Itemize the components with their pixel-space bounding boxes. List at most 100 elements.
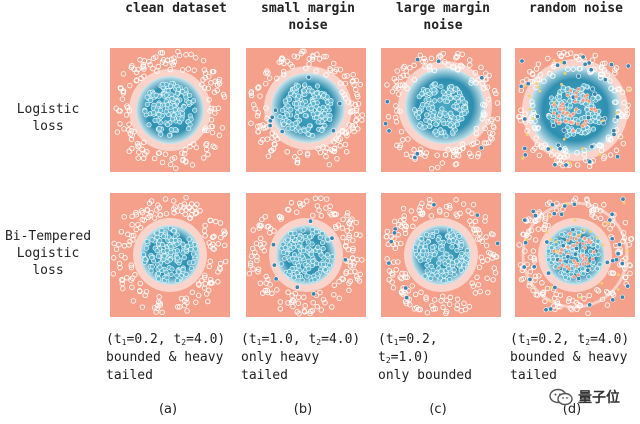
data-point-inner	[180, 267, 186, 273]
data-point-outer	[394, 68, 400, 74]
noisy-point	[566, 202, 570, 206]
data-point-outer	[470, 201, 477, 208]
data-point-inner	[301, 127, 307, 134]
data-point-outer	[212, 78, 219, 85]
data-point-inner	[301, 88, 307, 94]
noisy-point	[559, 247, 564, 252]
data-point-outer	[337, 66, 344, 73]
noisy-point	[575, 121, 580, 126]
data-point-outer	[215, 105, 222, 111]
data-point-outer	[420, 58, 426, 65]
data-point-outer	[208, 117, 215, 123]
data-point-inner	[426, 97, 432, 103]
data-point-inner	[463, 255, 469, 261]
data-point-outer	[349, 123, 355, 129]
data-point-outer	[295, 300, 302, 306]
data-point-outer	[341, 92, 348, 98]
data-point-inner	[595, 238, 601, 244]
data-point-inner	[179, 110, 186, 116]
data-point-outer	[120, 90, 127, 96]
data-point-outer	[532, 125, 539, 132]
noisy-point	[571, 243, 576, 248]
data-point-outer	[292, 154, 298, 160]
data-point-outer	[599, 60, 606, 67]
data-point-outer	[478, 64, 484, 71]
data-point-outer	[193, 144, 200, 151]
noisy-point	[556, 121, 561, 126]
data-point-outer	[522, 248, 528, 254]
data-point-outer	[544, 285, 551, 292]
data-point-outer	[321, 53, 327, 60]
caption-c-params-line1: (t1=0.2,	[378, 332, 438, 347]
data-point-outer	[393, 78, 399, 85]
data-point-outer	[350, 108, 356, 114]
data-point-inner	[315, 244, 321, 250]
data-point-inner	[441, 278, 447, 284]
data-point-outer	[603, 288, 610, 295]
noisy-point	[565, 238, 571, 243]
data-point-outer	[390, 259, 397, 265]
data-point-outer	[254, 123, 261, 130]
data-point-outer	[322, 148, 329, 154]
data-point-outer	[577, 302, 584, 309]
data-point-outer	[186, 204, 192, 210]
data-point-inner	[319, 231, 325, 237]
data-point-outer	[354, 94, 361, 100]
data-point-outer	[479, 116, 486, 122]
data-point-outer	[518, 107, 524, 113]
data-point-outer	[355, 126, 361, 132]
data-point-outer	[398, 240, 404, 247]
noisy-point	[531, 117, 535, 120]
noisy-point	[615, 251, 621, 257]
data-point-inner	[165, 102, 171, 108]
noisy-point	[479, 75, 485, 81]
data-point-outer	[389, 88, 396, 95]
data-point-outer	[605, 136, 612, 143]
data-point-inner	[305, 245, 311, 251]
noisy-point	[574, 90, 579, 95]
data-point-outer	[472, 290, 479, 296]
data-point-outer	[134, 140, 141, 147]
watermark-text: 量子位	[578, 390, 620, 406]
data-point-outer	[129, 284, 135, 290]
data-point-outer	[535, 226, 542, 232]
data-point-outer	[454, 305, 460, 312]
data-point-outer	[422, 153, 428, 159]
scatter-plot	[110, 48, 230, 172]
data-point-outer	[276, 59, 282, 65]
data-point-outer	[208, 123, 215, 130]
data-point-inner	[426, 105, 432, 112]
data-point-outer	[532, 273, 539, 279]
data-point-outer	[208, 105, 215, 112]
data-point-outer	[342, 141, 349, 148]
data-point-inner	[416, 254, 422, 260]
data-point-outer	[473, 130, 480, 137]
noisy-point	[609, 62, 615, 68]
data-point-inner	[277, 114, 283, 120]
data-point-outer	[159, 309, 165, 316]
data-point-outer	[117, 108, 123, 114]
data-point-inner	[305, 126, 311, 132]
scatter-plot	[515, 48, 635, 172]
caption-c-params-line2: t2=1.0)	[378, 350, 430, 365]
data-point-outer	[528, 227, 535, 234]
data-point-inner	[587, 248, 594, 254]
data-point-outer	[139, 146, 145, 153]
data-point-outer	[563, 148, 569, 154]
data-point-outer	[402, 226, 408, 233]
panel-bitempered-random	[515, 193, 635, 317]
data-point-inner	[174, 277, 180, 284]
data-point-outer	[170, 198, 177, 204]
noisy-point	[576, 73, 582, 79]
data-point-inner	[158, 131, 164, 137]
data-point-inner	[432, 81, 438, 87]
data-point-outer	[355, 100, 362, 107]
noisy-point	[615, 111, 619, 114]
data-point-outer	[303, 65, 309, 71]
data-point-inner	[443, 133, 449, 139]
data-point-outer	[421, 55, 427, 62]
data-point-outer	[131, 128, 137, 135]
data-point-outer	[344, 212, 350, 219]
data-point-outer	[174, 304, 181, 310]
data-point-outer	[417, 204, 423, 210]
